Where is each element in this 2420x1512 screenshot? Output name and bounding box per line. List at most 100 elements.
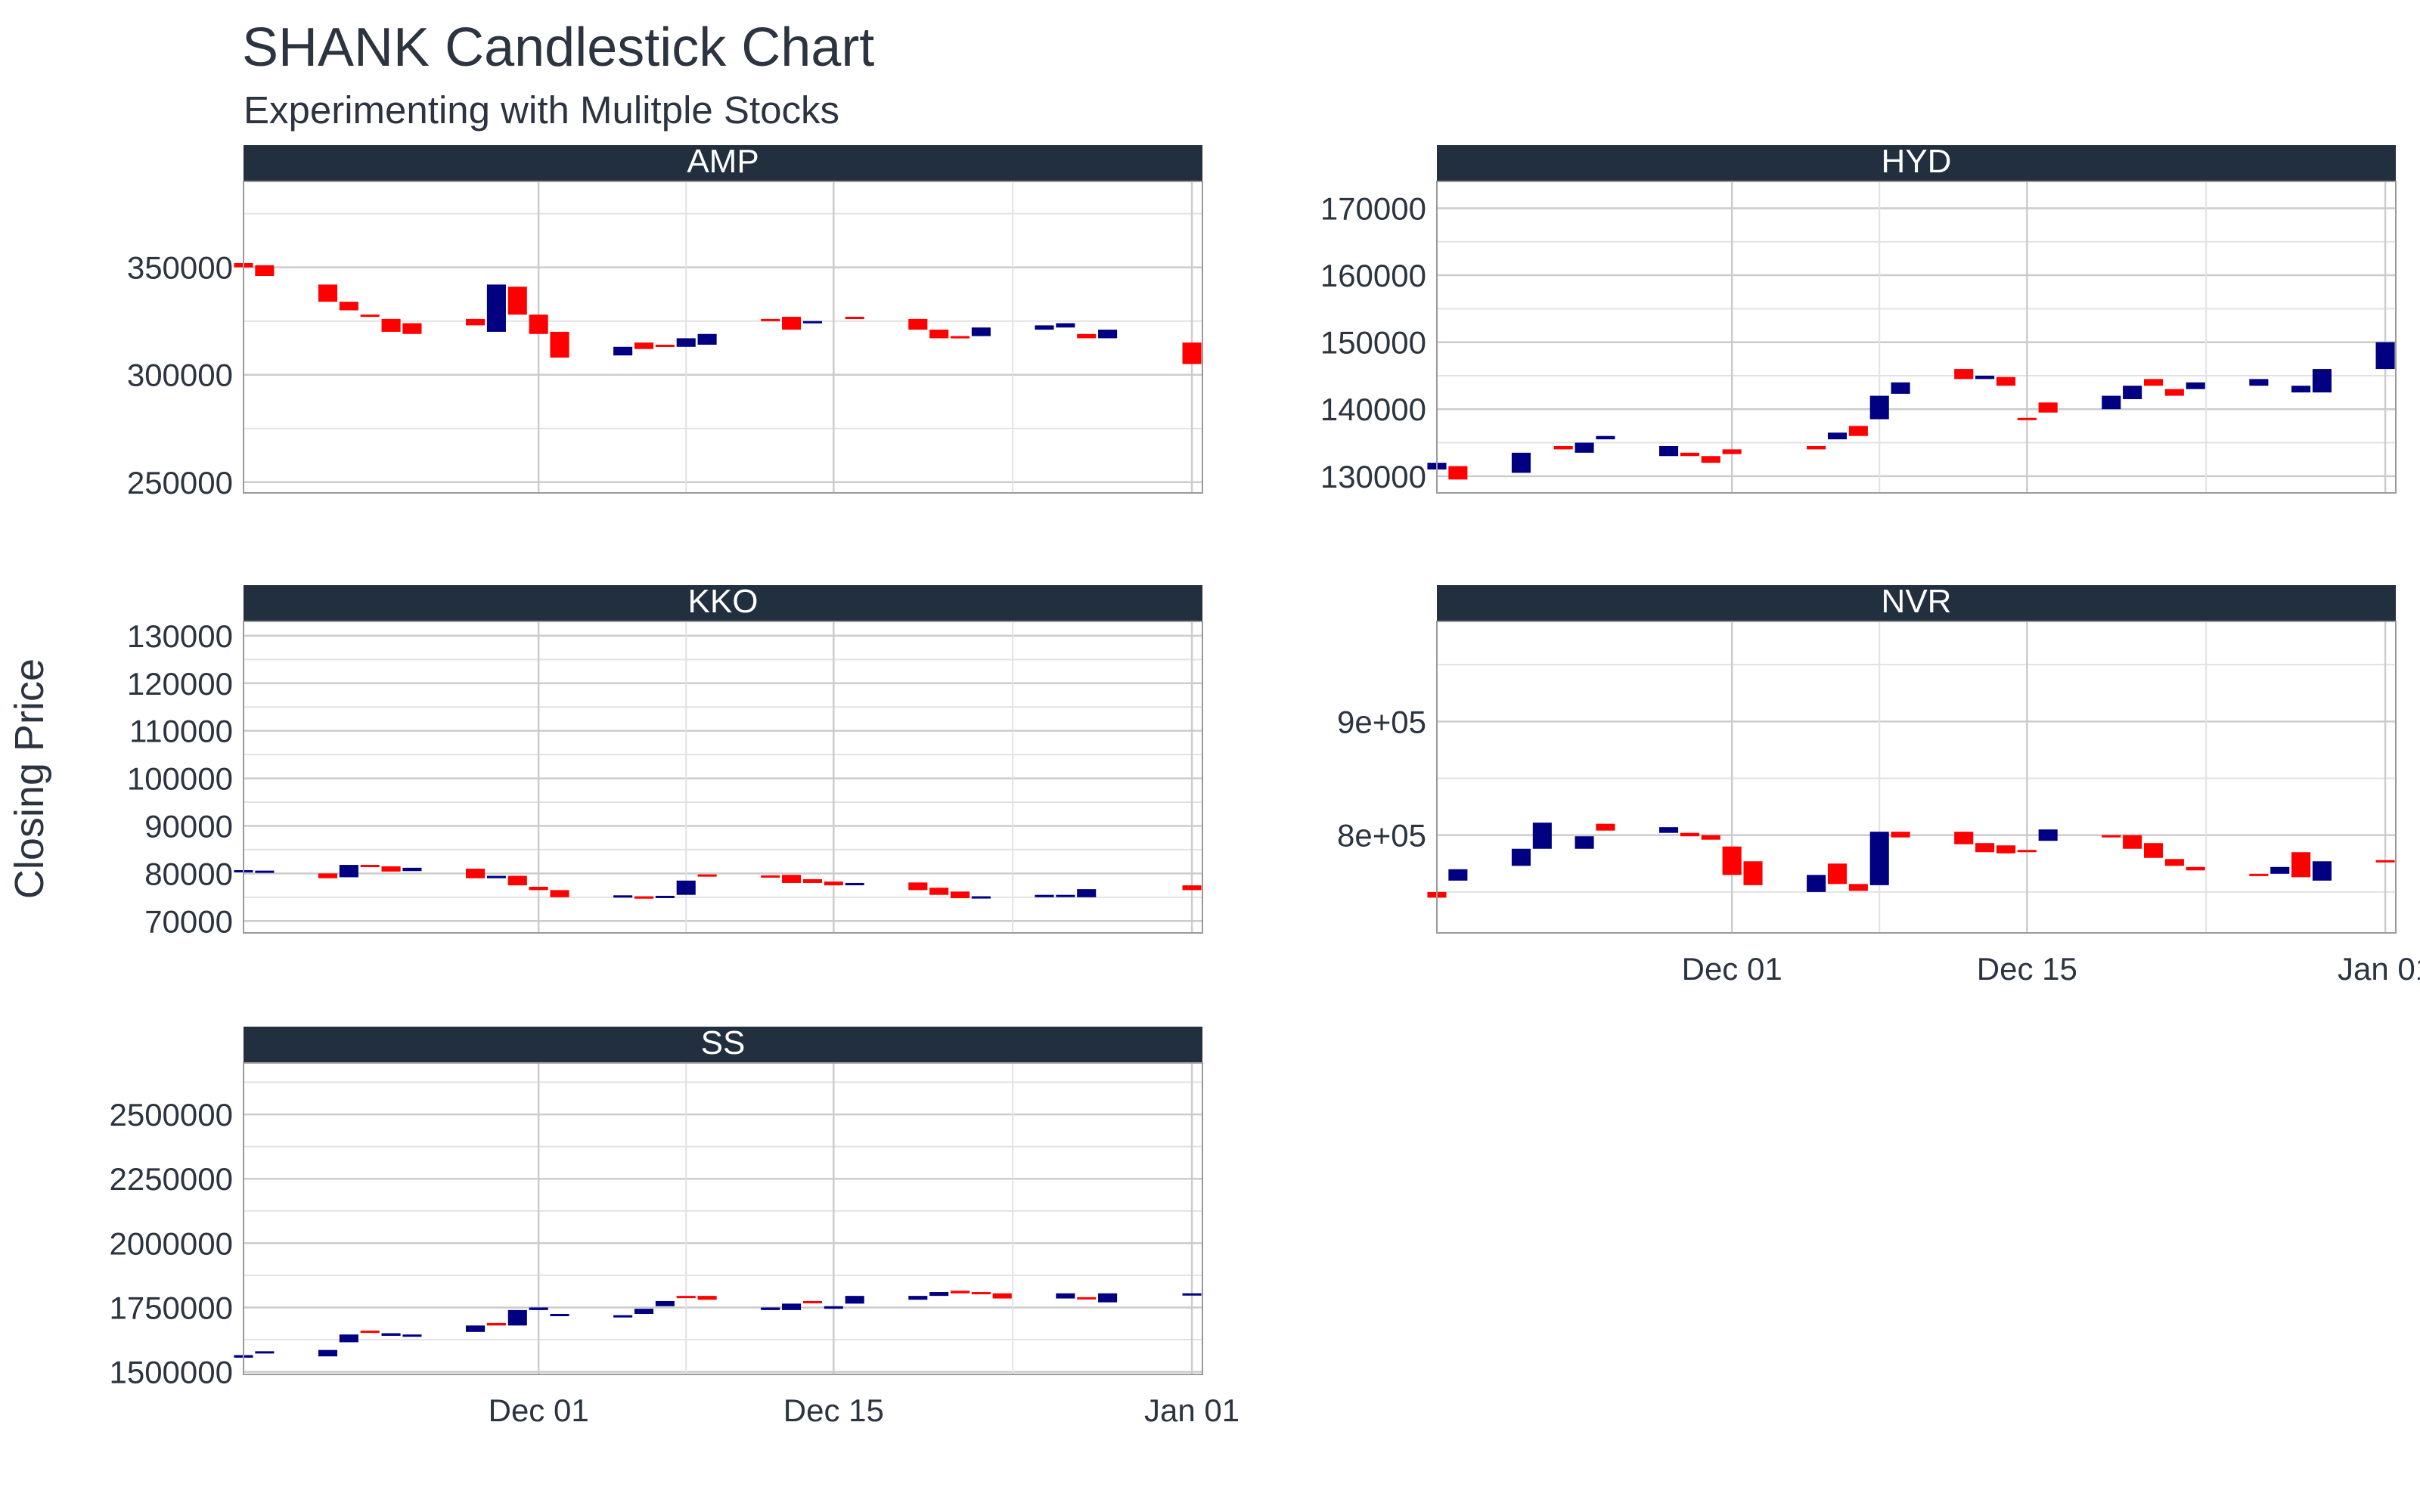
candle-nvr (2312, 861, 2332, 881)
y-tick-label-kko: 130000 (127, 618, 233, 654)
candle-ss (992, 1293, 1012, 1299)
candle-ss (908, 1296, 928, 1300)
candle-nvr (1848, 884, 1868, 891)
candle-amp (402, 323, 422, 334)
candle-hyd (2186, 382, 2205, 389)
panel-frame-hyd (1436, 181, 2397, 494)
y-tick-label-amp: 250000 (127, 465, 233, 500)
candle-amp (1056, 323, 1075, 328)
candle-amp (550, 331, 569, 358)
candle-ss (1182, 1293, 1202, 1296)
candle-kko (318, 873, 338, 878)
candle-amp (655, 344, 675, 347)
candle-ss (824, 1306, 843, 1309)
candle-amp (255, 265, 275, 277)
candle-amp (634, 342, 654, 349)
candle-kko (950, 891, 970, 899)
candle-amp (1098, 330, 1118, 339)
candle-nvr (1659, 827, 1679, 833)
x-tick-label-ss: Dec 15 (783, 1393, 884, 1428)
candle-hyd (2143, 379, 2164, 386)
y-tick-label-ss: 1500000 (109, 1355, 233, 1390)
candle-amp (1035, 325, 1054, 330)
candle-ss (255, 1351, 275, 1354)
candle-ss (1098, 1293, 1118, 1303)
candle-kko (486, 875, 506, 878)
panel-title-ss: SS (701, 1024, 746, 1061)
y-tick-label-hyd: 140000 (1320, 392, 1426, 427)
y-tick-label-amp: 350000 (127, 250, 233, 286)
candle-hyd (1975, 375, 1995, 380)
candle-hyd (2291, 386, 2311, 393)
panel-frame-kko (243, 621, 1203, 934)
candle-nvr (1827, 863, 1848, 885)
candle-nvr (1532, 823, 1552, 849)
candle-nvr (2123, 835, 2142, 849)
panel-frame-ss (243, 1062, 1203, 1375)
y-tick-label-ss: 1750000 (109, 1290, 233, 1325)
candle-ss (1077, 1297, 1097, 1300)
candle-hyd (2312, 369, 2332, 393)
candle-hyd (2017, 417, 2037, 420)
candle-ss (466, 1325, 486, 1332)
candle-amp (529, 314, 548, 334)
y-tick-label-kko: 70000 (144, 903, 233, 939)
candle-ss (507, 1309, 527, 1326)
candle-amp (1182, 342, 1202, 364)
candle-amp (486, 284, 506, 332)
candle-amp (950, 336, 970, 339)
x-tick-label-nvr: Jan 01 (2338, 951, 2420, 987)
candle-hyd (1448, 466, 1468, 480)
chart-title: SHANK Candlestick Chart (242, 17, 875, 78)
candle-kko (697, 874, 717, 877)
candle-amp (613, 346, 633, 356)
panel-title-hyd: HYD (1882, 143, 1952, 180)
candle-nvr (1996, 845, 2015, 854)
candle-ss (634, 1309, 654, 1314)
candle-amp (845, 317, 864, 320)
candle-amp (676, 338, 696, 347)
panel-title-amp: AMP (687, 143, 759, 180)
panel-strip-amp (244, 145, 1202, 181)
candle-hyd (1954, 369, 1974, 380)
y-tick-label-hyd: 160000 (1320, 258, 1426, 293)
candle-nvr (1807, 875, 1826, 892)
candle-hyd (2249, 379, 2269, 386)
candle-ss (318, 1349, 338, 1357)
candle-hyd (1701, 456, 1720, 463)
candle-hyd (1596, 435, 1615, 440)
candle-nvr (2102, 835, 2121, 838)
candle-amp (908, 318, 928, 330)
candle-nvr (2291, 852, 2311, 878)
candle-amp (507, 287, 527, 315)
y-tick-label-hyd: 150000 (1320, 325, 1426, 361)
candle-kko (824, 881, 843, 886)
x-tick-label-ss: Jan 01 (1144, 1393, 1239, 1428)
panel-frame-amp (243, 181, 1203, 494)
candle-kko (1077, 889, 1097, 897)
candle-kko (507, 875, 527, 886)
candle-nvr (1680, 832, 1699, 837)
candle-amp (1077, 333, 1097, 339)
candle-kko (255, 870, 275, 873)
candle-ss (971, 1292, 991, 1295)
candle-kko (550, 890, 569, 897)
candle-kko (339, 865, 358, 878)
y-tick-label-kko: 80000 (144, 856, 233, 891)
x-tick-label-ss: Dec 01 (489, 1393, 589, 1428)
candle-kko (845, 882, 864, 885)
candle-nvr (2143, 843, 2164, 858)
candle-amp (339, 302, 358, 311)
candle-nvr (2375, 860, 2395, 863)
candle-ss (381, 1333, 401, 1336)
y-tick-label-nvr: 9e+05 (1337, 704, 1426, 739)
candle-hyd (1996, 376, 2015, 386)
candle-hyd (1553, 445, 1573, 450)
candle-amp (929, 330, 949, 339)
y-tick-label-ss: 2250000 (109, 1161, 233, 1197)
candle-hyd (1827, 432, 1848, 440)
candle-ss (1056, 1293, 1075, 1299)
candle-nvr (1954, 832, 1974, 844)
candle-kko (676, 880, 696, 895)
